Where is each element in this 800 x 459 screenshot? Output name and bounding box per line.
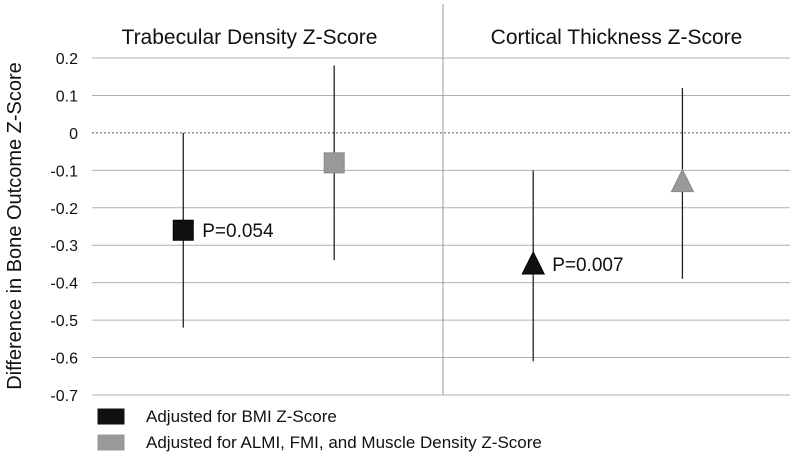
p-value-label: P=0.007 <box>552 255 623 276</box>
legend-swatch <box>97 408 125 425</box>
y-tick-label: -0.7 <box>50 388 78 405</box>
triangle-marker <box>521 250 546 275</box>
y-tick-label: -0.1 <box>50 163 78 180</box>
panel-title: Trabecular Density Z-Score <box>122 26 378 49</box>
marks-layer: P=0.054 P=0.007 <box>172 65 695 362</box>
y-tick-label: -0.6 <box>50 351 78 368</box>
y-tick-label: 0.2 <box>56 51 78 68</box>
axis-layer: 0.2 0.1 0 -0.1 -0.2 -0.3 -0.4 -0.5 -0.6 -0.7 Diffe… <box>4 26 742 405</box>
grid-layer <box>92 4 790 396</box>
y-axis-label: Difference in Bone Outcome Z-Score <box>4 62 26 390</box>
panel-title: Cortical Thickness Z-Score <box>491 26 743 49</box>
y-tick-label: -0.2 <box>50 201 78 218</box>
square-marker <box>172 219 194 241</box>
y-tick-label: -0.3 <box>50 238 78 255</box>
y-tick-label: -0.5 <box>50 313 78 330</box>
square-marker <box>323 152 345 174</box>
y-tick-label: 0.1 <box>56 88 78 105</box>
p-value-label: P=0.054 <box>202 221 274 242</box>
legend-entry-label: Adjusted for BMI Z-Score <box>146 407 337 426</box>
legend-swatch <box>97 434 125 451</box>
y-tick-label: 0 <box>69 126 78 143</box>
legend-layer: Adjusted for BMI Z-Score Adjusted for ALM… <box>97 407 542 452</box>
legend-entry-label: Adjusted for ALMI, FMI, and Muscle Densi… <box>146 433 542 452</box>
y-tick-label: -0.4 <box>50 276 78 293</box>
triangle-marker <box>670 168 695 193</box>
